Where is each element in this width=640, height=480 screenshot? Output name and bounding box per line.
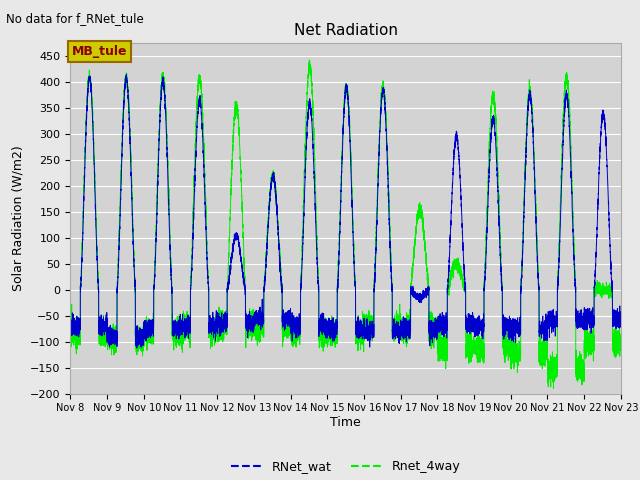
RNet_wat	[501, 319, 509, 325]
RNet_wat	[617, 322, 625, 328]
Rnet_4way	[506, 353, 514, 359]
RNet_wat	[479, 317, 487, 323]
Rnet_4way	[479, 347, 487, 352]
Rnet_4way	[501, 355, 509, 361]
RNet_wat	[506, 318, 514, 324]
Rnet_4way	[521, 166, 529, 171]
RNet_wat	[522, 174, 529, 180]
X-axis label: Time: Time	[330, 416, 361, 429]
Rnet_4way	[305, 57, 313, 63]
Text: MB_tule: MB_tule	[72, 45, 128, 58]
Legend: RNet_wat, Rnet_4way: RNet_wat, Rnet_4way	[226, 456, 465, 479]
Line: Rnet_4way: Rnet_4way	[70, 60, 621, 389]
Y-axis label: Solar Radiation (W/m2): Solar Radiation (W/m2)	[12, 145, 24, 291]
Rnet_4way	[283, 325, 291, 331]
RNet_wat	[123, 72, 131, 77]
Text: No data for f_RNet_tule: No data for f_RNet_tule	[6, 12, 144, 25]
Title: Net Radiation: Net Radiation	[294, 23, 397, 38]
RNet_wat	[67, 321, 74, 327]
RNet_wat	[298, 256, 306, 262]
RNet_wat	[283, 319, 291, 325]
Rnet_4way	[617, 343, 625, 348]
Rnet_4way	[550, 386, 557, 392]
RNet_wat	[133, 345, 141, 351]
Line: RNet_wat: RNet_wat	[70, 74, 621, 348]
Rnet_4way	[67, 324, 74, 329]
Rnet_4way	[298, 242, 306, 248]
